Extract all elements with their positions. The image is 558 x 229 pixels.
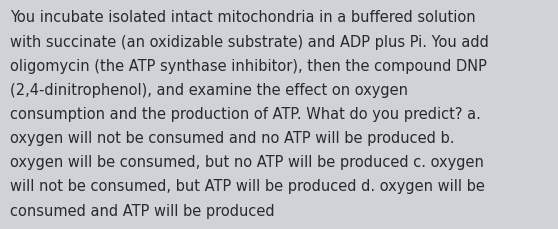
Text: consumption and the production of ATP. What do you predict? a.: consumption and the production of ATP. W… bbox=[10, 106, 481, 121]
Text: will not be consumed, but ATP will be produced d. oxygen will be: will not be consumed, but ATP will be pr… bbox=[10, 179, 485, 194]
Text: consumed and ATP will be produced: consumed and ATP will be produced bbox=[10, 203, 275, 218]
Text: (2,4-dinitrophenol), and examine the effect on oxygen: (2,4-dinitrophenol), and examine the eff… bbox=[10, 82, 408, 97]
Text: oligomycin (the ATP synthase inhibitor), then the compound DNP: oligomycin (the ATP synthase inhibitor),… bbox=[10, 58, 487, 73]
Text: You incubate isolated intact mitochondria in a buffered solution: You incubate isolated intact mitochondri… bbox=[10, 10, 475, 25]
Text: oxygen will not be consumed and no ATP will be produced b.: oxygen will not be consumed and no ATP w… bbox=[10, 131, 455, 145]
Text: with succinate (an oxidizable substrate) and ADP plus Pi. You add: with succinate (an oxidizable substrate)… bbox=[10, 34, 489, 49]
Text: oxygen will be consumed, but no ATP will be produced c. oxygen: oxygen will be consumed, but no ATP will… bbox=[10, 155, 484, 169]
